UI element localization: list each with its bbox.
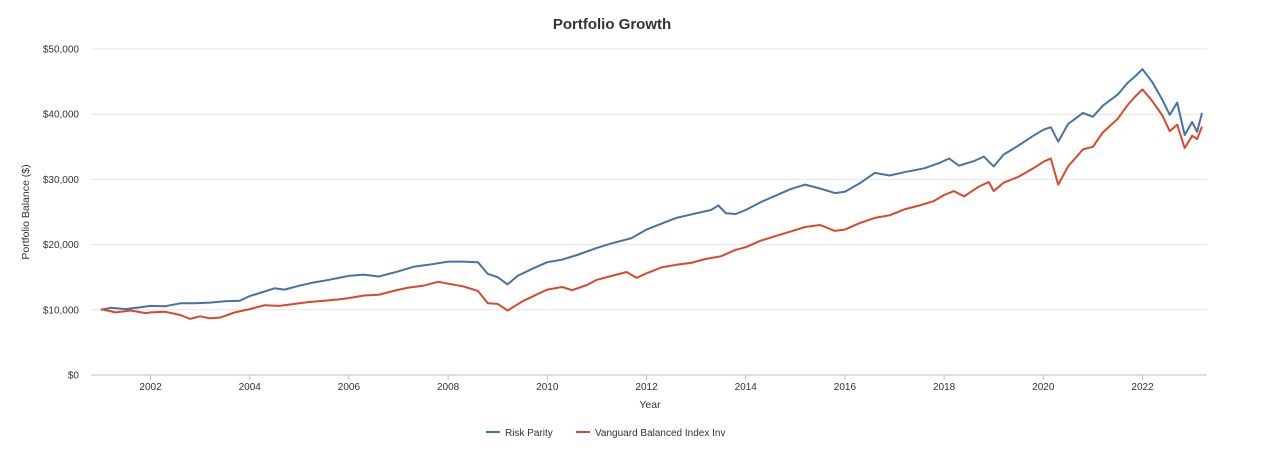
x-tick-label: 2008 [437, 382, 460, 393]
y-axis-title: Portfolio Balance ($) [20, 164, 32, 259]
x-tick-label: 2004 [239, 382, 262, 393]
legend-label: Risk Parity [505, 428, 553, 439]
y-axis-ticks: $0 $10,000 $20,000 $30,000 $40,000 $50,000 [43, 45, 80, 382]
y-tick-label: $40,000 [43, 110, 80, 121]
x-tick-label: 2020 [1032, 382, 1055, 393]
x-tick-label: 2022 [1131, 382, 1154, 393]
gridlines [91, 48, 1207, 376]
vanguard-balanced-line [100, 88, 1203, 320]
x-tick-label: 2018 [933, 382, 956, 393]
y-tick-label: $0 [68, 371, 80, 382]
y-tick-label: $10,000 [43, 305, 80, 316]
series-lines [100, 68, 1203, 320]
legend-item[interactable]: Risk Parity [486, 428, 553, 439]
legend-label: Vanguard Balanced Index Inv [595, 428, 725, 439]
y-tick-label: $20,000 [43, 240, 80, 251]
chart-title: Portfolio Growth [553, 16, 671, 33]
x-tick-label: 2010 [536, 382, 559, 393]
x-axis-title: Year [639, 399, 661, 411]
legend-item[interactable]: Vanguard Balanced Index Inv [576, 428, 725, 439]
x-tick-label: 2016 [834, 382, 857, 393]
y-tick-label: $50,000 [43, 45, 80, 56]
x-tick-label: 2002 [139, 382, 162, 393]
x-tick-label: 2006 [338, 382, 361, 393]
y-tick-label: $30,000 [43, 175, 80, 186]
x-tick-label: 2014 [735, 382, 758, 393]
x-tick-label: 2012 [635, 382, 658, 393]
legend[interactable]: Risk Parity Vanguard Balanced Index Inv [486, 428, 725, 439]
risk-parity-line [100, 68, 1203, 311]
x-axis: 2002 2004 2006 2008 2010 2012 2014 2016 2018 2020… [139, 375, 1154, 393]
